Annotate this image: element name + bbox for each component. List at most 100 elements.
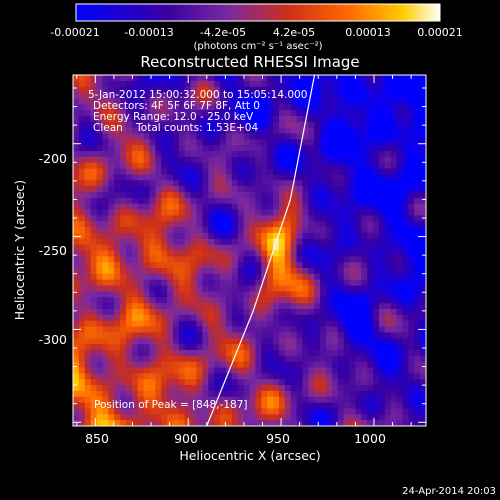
- heatmap-cell: [243, 221, 251, 228]
- heatmap-cell: [178, 414, 186, 421]
- heatmap-cell: [220, 215, 227, 222]
- heatmap-cell: [302, 402, 309, 410]
- heatmap-cell: [137, 80, 145, 88]
- heatmap-cell: [408, 227, 415, 234]
- heatmap-cell: [137, 104, 145, 111]
- heatmap-cell: [184, 408, 192, 415]
- heatmap-cell: [396, 197, 404, 205]
- heatmap-cell: [243, 180, 251, 187]
- heatmap-cell: [384, 168, 392, 176]
- heatmap-cell: [378, 197, 386, 205]
- heatmap-cell: [155, 285, 162, 293]
- heatmap-cell: [161, 186, 168, 193]
- heatmap-cell: [149, 98, 156, 105]
- heatmap-cell: [396, 127, 404, 135]
- heatmap-cell: [161, 268, 168, 275]
- heatmap-cell: [325, 285, 333, 293]
- heatmap-cell: [361, 332, 368, 339]
- heatmap-cell: [396, 373, 404, 380]
- heatmap-cell: [337, 238, 345, 246]
- heatmap-cell: [349, 156, 356, 164]
- heatmap-cell: [214, 262, 221, 269]
- heatmap-cell: [337, 297, 345, 304]
- heatmap-cell: [137, 408, 145, 415]
- heatmap-cell: [261, 244, 268, 252]
- heatmap-cell: [249, 139, 256, 146]
- heatmap-cell: [249, 227, 256, 234]
- heatmap-cell: [396, 174, 404, 181]
- heatmap-cell: [361, 338, 368, 345]
- heatmap-cell: [114, 186, 121, 193]
- heatmap-cell: [149, 361, 156, 369]
- heatmap-cell: [384, 268, 392, 275]
- heatmap-cell: [361, 227, 368, 234]
- heatmap-cell: [131, 390, 139, 398]
- heatmap-cell: [290, 209, 298, 216]
- heatmap-cell: [384, 227, 392, 234]
- heatmap-cell: [196, 186, 204, 193]
- heatmap-cell: [331, 385, 339, 392]
- heatmap-cell: [414, 303, 421, 310]
- heatmap-cell: [214, 338, 221, 345]
- heatmap-cell: [143, 151, 151, 158]
- heatmap-cell: [361, 320, 368, 328]
- heatmap-cell: [237, 92, 245, 99]
- heatmap-cell: [202, 273, 209, 281]
- heatmap-cell: [290, 174, 298, 181]
- heatmap-cell: [114, 209, 121, 216]
- heatmap-cell: [337, 379, 345, 386]
- heatmap-cell: [149, 349, 156, 357]
- heatmap-cell: [349, 221, 356, 228]
- heatmap-cell: [167, 408, 174, 415]
- heatmap-cell: [414, 338, 421, 345]
- heatmap-cell: [261, 256, 268, 263]
- heatmap-cell: [402, 361, 409, 369]
- heatmap-cell: [243, 349, 251, 357]
- heatmap-cell: [202, 221, 209, 228]
- heatmap-cell: [331, 402, 339, 410]
- heatmap-cell: [102, 373, 109, 380]
- heatmap-cell: [84, 186, 92, 193]
- heatmap-cell: [114, 133, 121, 140]
- heatmap-cell: [161, 309, 168, 316]
- heatmap-cell: [114, 355, 121, 363]
- heatmap-cell: [84, 192, 92, 199]
- heatmap-cell: [255, 133, 262, 140]
- heatmap-cell: [120, 168, 127, 176]
- heatmap-cell: [325, 75, 333, 82]
- heatmap-cell: [167, 250, 174, 257]
- heatmap-cell: [190, 297, 198, 304]
- heatmap-cell: [408, 151, 415, 158]
- heatmap-cell: [308, 250, 315, 257]
- heatmap-cell: [349, 80, 356, 88]
- heatmap-cell: [273, 402, 280, 410]
- heatmap-cell: [408, 326, 415, 333]
- heatmap-cell: [202, 168, 209, 176]
- heatmap-cell: [120, 349, 127, 357]
- heatmap-cell: [161, 86, 168, 94]
- heatmap-cell: [267, 115, 274, 123]
- heatmap-cell: [367, 396, 374, 404]
- heatmap-cell: [384, 162, 392, 170]
- heatmap-cell: [214, 309, 221, 316]
- heatmap-cell: [396, 162, 404, 170]
- heatmap-cell: [96, 338, 104, 345]
- heatmap-cell: [402, 215, 409, 222]
- heatmap-cell: [184, 186, 192, 193]
- heatmap-cell: [120, 104, 127, 111]
- heatmap-cell: [396, 133, 404, 140]
- heatmap-cell: [337, 309, 345, 316]
- heatmap-cell: [114, 262, 121, 269]
- heatmap-cell: [190, 209, 198, 216]
- heatmap-cell: [284, 121, 292, 129]
- heatmap-cell: [161, 139, 168, 146]
- heatmap-cell: [373, 297, 380, 304]
- heatmap-cell: [278, 355, 286, 363]
- heatmap-cell: [231, 86, 239, 94]
- heatmap-cell: [349, 186, 356, 193]
- heatmap-cell: [225, 98, 233, 105]
- heatmap-cell: [137, 133, 145, 140]
- heatmap-cell: [131, 273, 139, 281]
- heatmap-cell: [143, 192, 151, 199]
- heatmap-cell: [173, 355, 180, 363]
